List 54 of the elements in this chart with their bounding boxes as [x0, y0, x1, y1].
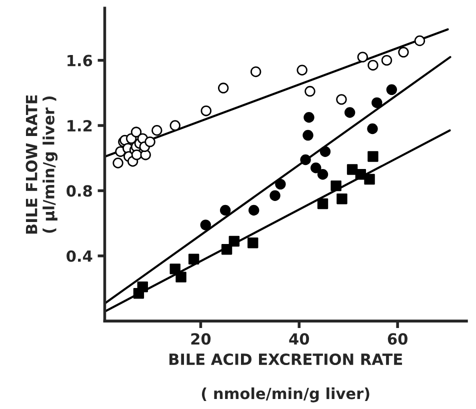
point [170, 120, 180, 131]
point [200, 220, 211, 230]
point [220, 204, 231, 216]
point [317, 169, 328, 180]
point [144, 136, 156, 148]
point [131, 149, 142, 160]
point [320, 146, 331, 157]
point [188, 254, 200, 264]
point [346, 164, 358, 175]
point [176, 272, 186, 282]
point [368, 60, 378, 71]
point [218, 82, 229, 94]
point [137, 281, 148, 292]
point [248, 237, 258, 248]
point [367, 123, 378, 134]
point [398, 46, 409, 58]
y-tick-label: 1.6 [68, 54, 92, 66]
point [355, 169, 366, 180]
y-tick-label: 0.4 [66, 250, 92, 262]
point [296, 64, 308, 76]
point [152, 125, 162, 136]
point [357, 52, 368, 62]
y-tick-label: 1.2 [68, 120, 92, 132]
point [304, 86, 316, 97]
point [130, 126, 142, 138]
point [414, 35, 426, 46]
point [381, 54, 392, 66]
point [336, 193, 348, 204]
y-axis-title: BILE FLOW RATE ( µl/min/g liver ) [26, 95, 58, 234]
point [317, 198, 328, 210]
point [372, 97, 382, 108]
point [302, 130, 314, 141]
point [336, 94, 347, 105]
point [221, 244, 232, 255]
x-tick-label: 40 [289, 333, 310, 345]
point [250, 66, 262, 78]
x-tick-label: 60 [388, 333, 408, 345]
point [275, 178, 286, 190]
point [364, 174, 375, 185]
point [304, 112, 314, 123]
point [300, 154, 311, 166]
point [270, 190, 280, 201]
point [330, 180, 342, 192]
point [248, 204, 260, 216]
point [228, 236, 240, 247]
point [200, 105, 212, 116]
point [310, 162, 322, 174]
point [368, 151, 378, 162]
point [386, 84, 398, 96]
text: BILE ACID EXCRETION RATE ( nmole/min/g liver) [169, 353, 402, 402]
point [112, 158, 124, 168]
x-tick-label: 20 [191, 333, 211, 345]
y-tick-label: 0.8 [66, 185, 92, 197]
point [344, 107, 356, 118]
